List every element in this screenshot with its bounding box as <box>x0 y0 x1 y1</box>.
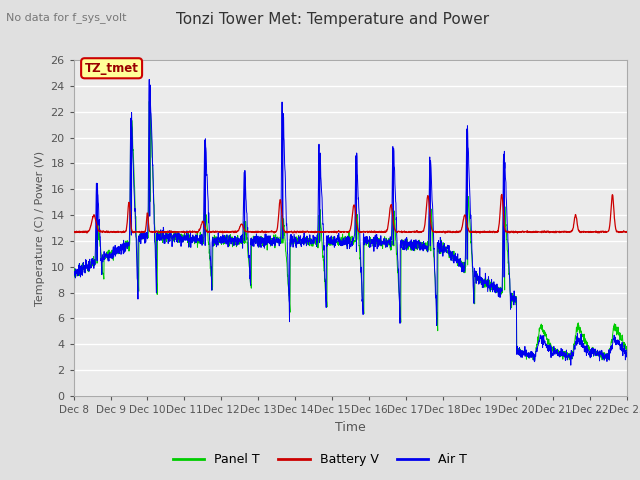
Y-axis label: Temperature (C) / Power (V): Temperature (C) / Power (V) <box>35 150 45 306</box>
Legend: Panel T, Battery V, Air T: Panel T, Battery V, Air T <box>168 448 472 471</box>
X-axis label: Time: Time <box>335 420 366 433</box>
Text: Tonzi Tower Met: Temperature and Power: Tonzi Tower Met: Temperature and Power <box>176 12 490 27</box>
Text: TZ_tmet: TZ_tmet <box>84 62 138 75</box>
Text: No data for f_sys_volt: No data for f_sys_volt <box>6 12 127 23</box>
